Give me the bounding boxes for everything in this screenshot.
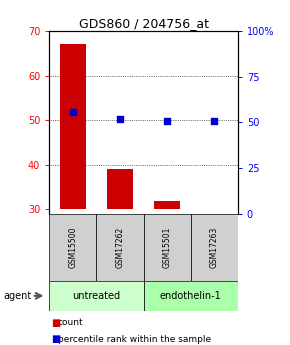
Bar (107, 169, 133, 209)
Bar (49, 281, 144, 310)
Bar (144, 281, 238, 310)
Text: GSM17263: GSM17263 (210, 227, 219, 268)
Title: GDS860 / 204756_at: GDS860 / 204756_at (79, 17, 209, 30)
Bar (191, 214, 238, 281)
Text: agent: agent (3, 291, 31, 301)
Text: ■: ■ (51, 318, 60, 327)
Point (165, 118, 169, 124)
Text: GSM15501: GSM15501 (163, 227, 172, 268)
Bar (60, 45, 86, 209)
Text: percentile rank within the sample: percentile rank within the sample (58, 335, 211, 344)
Text: GSM15500: GSM15500 (68, 227, 77, 268)
Bar (154, 200, 180, 209)
Text: endothelin-1: endothelin-1 (160, 291, 222, 301)
Point (70, 109, 75, 114)
Bar (96, 214, 144, 281)
Text: GSM17262: GSM17262 (115, 227, 124, 268)
Text: ■: ■ (51, 334, 60, 344)
Bar (49, 214, 96, 281)
Text: untreated: untreated (72, 291, 120, 301)
Point (118, 116, 122, 121)
Point (212, 118, 217, 124)
Text: count: count (58, 318, 84, 327)
Bar (144, 214, 191, 281)
